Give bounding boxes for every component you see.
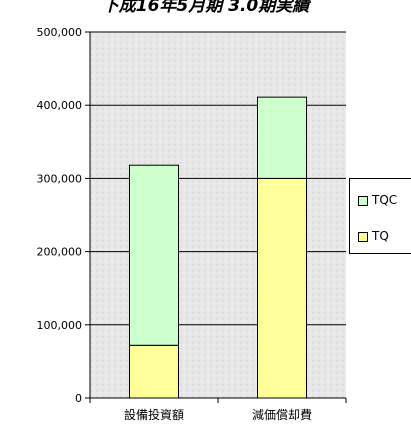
bar-tq-1 xyxy=(257,177,307,399)
chart-title: 下成16年5月期 3.0期実績 xyxy=(101,0,310,16)
legend-swatch-tqc xyxy=(358,196,368,206)
legend-label-tqc: TQC xyxy=(372,193,398,207)
bar-tqc-1 xyxy=(257,96,307,179)
plot-area xyxy=(90,32,346,398)
y-tick-label: 400,000 xyxy=(37,99,83,112)
x-tick-label: 設備投資額 xyxy=(124,407,184,422)
y-tick-label: 300,000 xyxy=(37,172,83,185)
y-tick-label: 500,000 xyxy=(37,26,83,39)
y-tick-label: 100,000 xyxy=(37,319,83,332)
legend-label-tq: TQ xyxy=(372,229,389,243)
bar-tqc-0 xyxy=(129,164,179,346)
y-tick-label: 0 xyxy=(75,392,82,405)
bars-layer xyxy=(129,96,307,399)
x-tick-label: 減価償却費 xyxy=(252,407,312,422)
legend-swatch-tq xyxy=(358,232,368,242)
y-tick-label: 200,000 xyxy=(37,246,83,259)
axis-layer: 0 100,000 200,000 300,000 400,000 500,000 設備投資… xyxy=(37,26,347,422)
bar-tq-0 xyxy=(129,344,179,399)
legend: TQC TQ xyxy=(349,178,411,254)
